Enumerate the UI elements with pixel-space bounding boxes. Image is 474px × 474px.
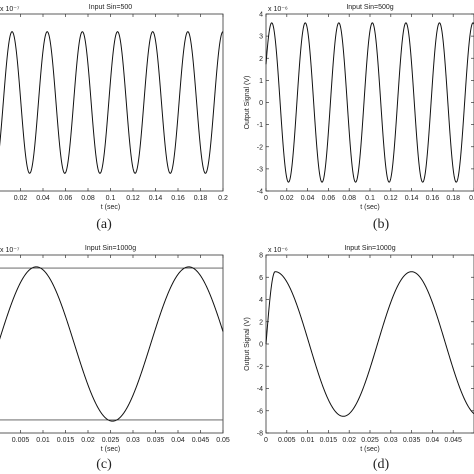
y-tick-label: 4 xyxy=(259,297,263,304)
y-tick-label: -8 xyxy=(257,431,263,438)
y-axis-label: Output Signal (V) xyxy=(244,76,251,130)
y-tick-label: 0 xyxy=(259,342,263,349)
chart-title: Input Sin=1000g xyxy=(85,245,136,252)
signal-line xyxy=(0,266,224,422)
x-tick-label: 0.005 xyxy=(278,437,296,444)
x-tick-label: 0 xyxy=(264,195,268,202)
y-tick-label: -3 xyxy=(257,166,263,173)
x-tick-label: 0.2 xyxy=(218,195,228,202)
x-tick-label: 0.02 xyxy=(280,195,294,202)
y-axis-label: Output Signal (V) xyxy=(244,317,251,371)
x-tick-label: 0.14 xyxy=(405,195,419,202)
x-tick-label: 0.035 xyxy=(403,437,421,444)
x-tick-label: 0.12 xyxy=(384,195,398,202)
y-exponent-label: x 10⁻⁷ xyxy=(0,6,20,13)
panel-2: Input Sin=500g x 10⁻⁶ 0 0.02 0.04 0.06 0.08 0.1… xyxy=(244,4,474,232)
y-tick-label: 8 xyxy=(259,253,263,260)
y-tick-label: -2 xyxy=(257,144,263,151)
x-tick-label: 0.04 xyxy=(301,195,315,202)
panels: Input Sin=500 x 10⁻⁷ 0.02 0.04 0.06 0.08 0.1 0.… xyxy=(0,4,474,472)
chart-title: Input Sin=1000g xyxy=(344,245,395,252)
chart-title: Input Sin=500 xyxy=(89,4,133,11)
x-tick-label: 0.02 xyxy=(14,195,28,202)
y-tick-label: 3 xyxy=(259,34,263,41)
panel-1: Input Sin=500 x 10⁻⁷ 0.02 0.04 0.06 0.08 0.1 0.… xyxy=(0,4,228,232)
x-tick-label: 0.14 xyxy=(149,195,163,202)
y-tick-label: -4 xyxy=(257,189,263,196)
x-tick-label: 0.16 xyxy=(171,195,185,202)
x-tick-label: 0.025 xyxy=(102,437,120,444)
x-axis-label: t (sec) xyxy=(101,446,120,453)
x-tick-label: 0.03 xyxy=(384,437,398,444)
x-tick-label: 0.1 xyxy=(365,195,375,202)
x-tick-label: 0.08 xyxy=(81,195,95,202)
x-tick-label: 0.025 xyxy=(361,437,379,444)
y-tick-label: 1 xyxy=(259,78,263,85)
x-tick-label: 0.01 xyxy=(36,437,50,444)
x-axis-label: t (sec) xyxy=(360,204,379,211)
x-tick-label: 0.045 xyxy=(444,437,462,444)
x-tick-label: 0.18 xyxy=(194,195,208,202)
y-tick-label: -4 xyxy=(257,386,263,393)
signal-line xyxy=(265,22,474,183)
x-tick-label: 0.03 xyxy=(126,437,140,444)
y-tick-label: -2 xyxy=(257,364,263,371)
axes-frame xyxy=(265,254,474,434)
x-tick-label: 0.04 xyxy=(426,437,440,444)
x-tick-label: 0.05 xyxy=(216,437,230,444)
x-tick-label: 0.035 xyxy=(147,437,165,444)
panel-caption: (a) xyxy=(96,217,112,232)
panel-caption: (d) xyxy=(373,457,390,472)
x-tick-label: 0.08 xyxy=(342,195,356,202)
signal-line xyxy=(265,271,474,417)
x-tick-label: 0.2 xyxy=(469,195,474,202)
x-tick-label: 0.06 xyxy=(59,195,73,202)
panel-caption: (c) xyxy=(96,457,112,472)
x-tick-label: 0.005 xyxy=(12,437,30,444)
signal-line xyxy=(0,31,224,174)
y-tick-label: 4 xyxy=(259,12,263,19)
y-tick-label: 2 xyxy=(259,319,263,326)
y-tick-label: -1 xyxy=(257,122,263,129)
x-tick-label: 0.16 xyxy=(426,195,440,202)
y-exponent-label: x 10⁻⁶ xyxy=(268,247,288,254)
axes-frame xyxy=(0,13,224,192)
x-tick-label: 0.015 xyxy=(320,437,338,444)
chart-title: Input Sin=500g xyxy=(346,4,393,11)
x-tick-label: 0 xyxy=(264,437,268,444)
axes-frame xyxy=(0,254,224,434)
x-tick-label: 0.04 xyxy=(36,195,50,202)
x-tick-label: 0.01 xyxy=(301,437,315,444)
panel-3: Input Sin=1000g x 10⁻⁷ 0.005 0.01 0.015 0.02 0… xyxy=(0,245,230,472)
x-tick-label: 0.015 xyxy=(57,437,75,444)
x-axis-label: t (sec) xyxy=(101,204,120,211)
x-tick-label: 0.02 xyxy=(342,437,356,444)
x-tick-label: 0.045 xyxy=(192,437,210,444)
x-tick-label: 0.12 xyxy=(126,195,140,202)
y-tick-label: 6 xyxy=(259,275,263,282)
panel-caption: (b) xyxy=(373,217,390,232)
y-exponent-label: x 10⁻⁶ xyxy=(268,6,288,13)
x-tick-label: 0.02 xyxy=(81,437,95,444)
x-axis-label: t (sec) xyxy=(360,446,379,453)
y-tick-label: -6 xyxy=(257,408,263,415)
y-tick-label: 2 xyxy=(259,56,263,63)
y-tick-label: 0 xyxy=(259,100,263,107)
y-exponent-label: x 10⁻⁷ xyxy=(0,247,20,254)
x-tick-label: 0.1 xyxy=(106,195,116,202)
panel-4: Input Sin=1000g x 10⁻⁶ 0 0.005 0.01 0.015 0.02… xyxy=(244,245,474,472)
x-tick-label: 0.04 xyxy=(171,437,185,444)
x-tick-label: 0.06 xyxy=(322,195,336,202)
x-tick-label: 0.18 xyxy=(446,195,460,202)
